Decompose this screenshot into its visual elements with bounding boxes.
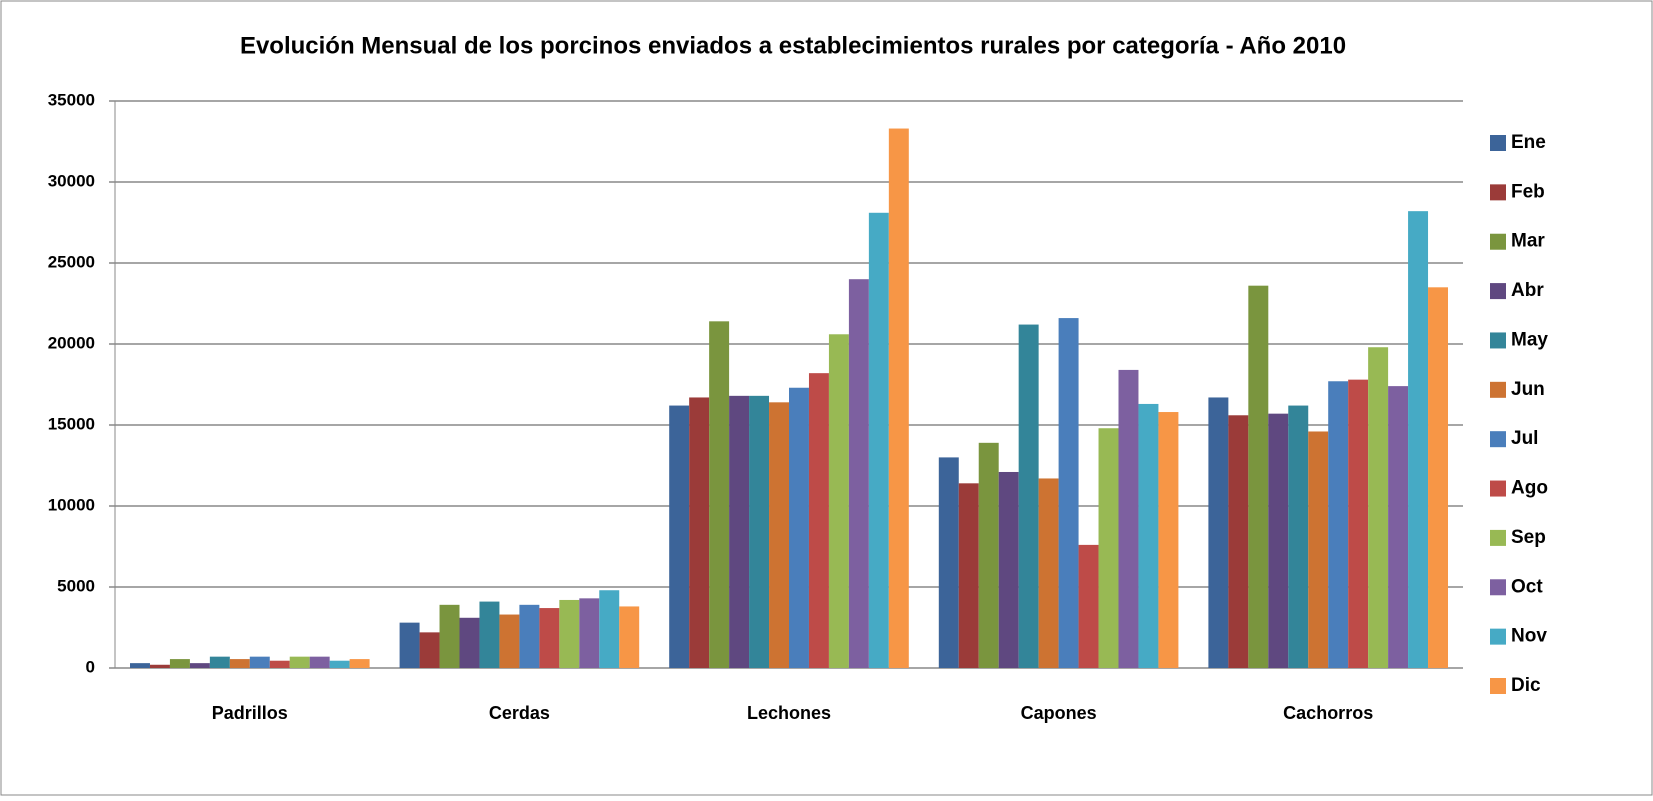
bar bbox=[149, 664, 170, 668]
bar bbox=[1288, 405, 1309, 668]
bar bbox=[749, 395, 770, 668]
legend-swatch bbox=[1490, 480, 1506, 497]
bar bbox=[1138, 403, 1159, 668]
legend-swatch bbox=[1490, 283, 1506, 300]
bar bbox=[828, 334, 849, 668]
bar bbox=[419, 632, 440, 668]
bar bbox=[349, 659, 370, 668]
bar bbox=[808, 373, 829, 668]
legend-swatch bbox=[1490, 529, 1506, 546]
legend-label: Jun bbox=[1511, 379, 1545, 400]
bar bbox=[888, 128, 909, 669]
x-tick-label: Lechones bbox=[747, 703, 831, 723]
legend-label: Sep bbox=[1511, 527, 1546, 548]
x-tick-label: Cachorros bbox=[1283, 703, 1373, 723]
legend-swatch bbox=[1490, 628, 1506, 645]
legend-swatch bbox=[1490, 135, 1506, 151]
bar bbox=[998, 471, 1019, 668]
y-tick-label: 0 bbox=[86, 657, 95, 676]
bar bbox=[619, 606, 640, 668]
legend-swatch bbox=[1490, 678, 1506, 694]
bar bbox=[1428, 287, 1448, 668]
legend-swatch bbox=[1490, 233, 1506, 250]
legend-label: May bbox=[1511, 329, 1548, 350]
bar bbox=[329, 660, 350, 668]
bar bbox=[1248, 285, 1269, 668]
bar bbox=[848, 279, 869, 668]
y-tick-label: 25000 bbox=[48, 252, 95, 271]
bar bbox=[1098, 428, 1119, 668]
bar bbox=[130, 663, 150, 668]
bar bbox=[1018, 324, 1039, 668]
bar bbox=[559, 599, 580, 668]
bar bbox=[769, 402, 789, 668]
bar bbox=[499, 614, 520, 668]
bar bbox=[209, 656, 230, 668]
bar bbox=[399, 622, 420, 668]
bar bbox=[1038, 478, 1059, 668]
bar bbox=[519, 604, 540, 668]
bar bbox=[1268, 413, 1289, 668]
bar bbox=[938, 457, 959, 668]
bar bbox=[599, 590, 620, 668]
legend-swatch bbox=[1490, 579, 1506, 596]
x-tick-label: Padrillos bbox=[212, 703, 288, 723]
bar bbox=[479, 601, 500, 668]
bar bbox=[289, 656, 310, 668]
y-tick-label: 10000 bbox=[48, 495, 95, 514]
bar bbox=[1328, 381, 1349, 668]
bar bbox=[459, 617, 480, 668]
bar bbox=[1158, 412, 1179, 668]
bar bbox=[1408, 211, 1429, 668]
legend-label: Feb bbox=[1511, 181, 1545, 202]
bar bbox=[689, 397, 710, 668]
legend-label: Abr bbox=[1511, 280, 1544, 301]
bar bbox=[539, 608, 560, 668]
y-tick-label: 15000 bbox=[48, 414, 95, 433]
bar bbox=[249, 656, 270, 668]
chart-title: Evolución Mensual de los porcinos enviad… bbox=[240, 32, 1346, 59]
bar bbox=[669, 405, 690, 668]
bar bbox=[789, 387, 809, 668]
bar bbox=[189, 663, 210, 668]
bar bbox=[1058, 318, 1079, 668]
bar bbox=[579, 598, 600, 668]
legend-label: Ago bbox=[1511, 478, 1548, 499]
bar bbox=[1308, 431, 1329, 668]
legend-label: Jul bbox=[1511, 428, 1538, 449]
x-tick-label: Cerdas bbox=[489, 703, 550, 723]
bar bbox=[868, 212, 889, 668]
bar bbox=[709, 321, 730, 668]
legend-label: Mar bbox=[1511, 231, 1545, 252]
legend-label: Nov bbox=[1511, 626, 1547, 647]
bar bbox=[169, 659, 190, 668]
bar bbox=[309, 656, 330, 668]
bar bbox=[1228, 415, 1249, 668]
y-tick-label: 5000 bbox=[57, 576, 95, 595]
bar bbox=[1388, 386, 1409, 668]
legend-swatch bbox=[1490, 332, 1506, 349]
bar bbox=[1118, 369, 1139, 668]
bar bbox=[229, 659, 250, 668]
legend-label: Oct bbox=[1511, 576, 1543, 597]
bar bbox=[1078, 544, 1099, 668]
bar bbox=[439, 604, 460, 668]
y-tick-label: 35000 bbox=[48, 90, 95, 109]
legend-label: Ene bbox=[1511, 132, 1546, 153]
bar bbox=[1208, 397, 1229, 668]
bar bbox=[1368, 347, 1389, 668]
bar bbox=[958, 483, 979, 668]
legend-label: Dic bbox=[1511, 675, 1541, 696]
legend-swatch bbox=[1490, 431, 1506, 448]
bar bbox=[269, 660, 290, 668]
legend-swatch bbox=[1490, 381, 1506, 398]
bar bbox=[729, 395, 750, 668]
y-tick-label: 20000 bbox=[48, 333, 95, 352]
bar bbox=[1348, 379, 1369, 668]
legend-swatch bbox=[1490, 184, 1506, 201]
x-tick-label: Capones bbox=[1021, 703, 1097, 723]
y-tick-label: 30000 bbox=[48, 171, 95, 190]
bar bbox=[978, 442, 999, 668]
